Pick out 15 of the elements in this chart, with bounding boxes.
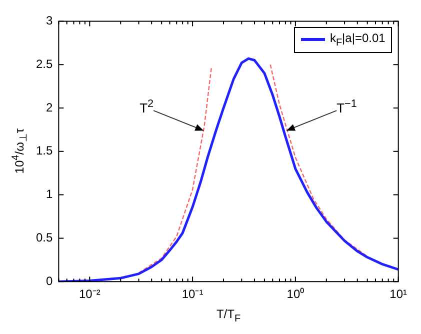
legend-label: k$_{F}$|a|=0.01 [330,31,386,49]
y-tick-label: 3 [46,14,53,28]
y-tick-label: 0.5 [36,230,53,245]
y-tick-label: 0 [46,274,53,288]
x-tick-label: 10⁻² [78,287,100,302]
x-tick-label: 10¹ [390,287,408,302]
x-tick-label: 10⁻¹ [182,287,204,302]
y-tick-label: 1 [46,187,53,202]
y-tick-label: 2.5 [36,56,53,71]
y-tick-label: 1.5 [36,144,53,158]
x-axis-title: T/T$_{F}$ [216,307,241,324]
annotation: T$^{−1}$ [336,98,357,115]
x-tick-label: 10⁰ [286,287,304,302]
annotation: T$^{2}$ [140,98,154,115]
y-tick-label: 2 [46,100,53,114]
